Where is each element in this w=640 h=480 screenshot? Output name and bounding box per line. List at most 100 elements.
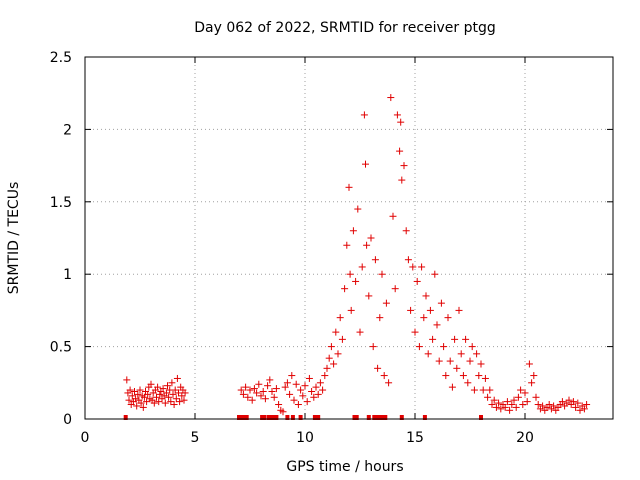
data-point <box>444 314 452 322</box>
data-point <box>583 401 591 409</box>
data-point <box>310 393 318 401</box>
data-point <box>523 398 531 406</box>
data-point <box>514 393 522 401</box>
data-point <box>397 118 405 126</box>
data-point <box>161 399 169 407</box>
data-point <box>155 398 163 406</box>
data-point <box>253 389 261 397</box>
data-point <box>519 401 527 409</box>
data-point <box>144 390 152 398</box>
data-point <box>347 306 355 314</box>
data-point <box>334 350 342 358</box>
data-point <box>303 398 311 406</box>
data-point <box>455 306 463 314</box>
data-point <box>338 335 346 343</box>
data-point <box>503 398 511 406</box>
y-axis-label: SRMTID / TECUs <box>6 182 22 295</box>
data-point <box>409 263 417 271</box>
data-point <box>164 382 171 390</box>
data-point <box>477 360 485 368</box>
data-point <box>431 270 439 278</box>
data-point <box>283 379 291 387</box>
data-point <box>244 393 252 401</box>
data-point <box>398 176 406 184</box>
data-point <box>250 385 258 393</box>
data-point <box>539 402 547 410</box>
data-point <box>580 405 588 413</box>
data-point <box>237 386 245 394</box>
y-tick-label: 2 <box>63 122 72 138</box>
data-point <box>290 396 298 404</box>
data-point <box>576 406 584 414</box>
data-point <box>488 401 496 409</box>
data-point <box>470 386 478 394</box>
data-point <box>159 385 167 393</box>
data-point <box>391 285 399 293</box>
data-point <box>319 386 327 394</box>
data-point <box>369 343 377 351</box>
data-point <box>246 386 254 394</box>
zero-marker <box>372 415 377 420</box>
data-point <box>459 372 467 380</box>
data-point <box>506 406 514 414</box>
chart-title: Day 062 of 2022, SRMTID for receiver ptg… <box>194 20 496 36</box>
data-point <box>389 212 397 220</box>
data-point <box>510 396 518 404</box>
zero-marker <box>352 415 357 420</box>
data-point <box>259 387 267 395</box>
data-point <box>294 401 302 409</box>
data-point <box>508 401 516 409</box>
zero-marker <box>270 415 274 420</box>
zero-marker <box>260 415 265 420</box>
data-point <box>270 393 278 401</box>
data-point <box>451 335 459 343</box>
data-point <box>281 383 289 391</box>
data-point <box>286 390 294 398</box>
data-point <box>448 383 456 391</box>
data-point <box>572 403 580 411</box>
data-point <box>125 396 133 404</box>
zero-marker <box>274 415 279 420</box>
zero-marker <box>312 415 317 420</box>
data-point <box>354 205 362 213</box>
zero-marker <box>381 415 386 420</box>
data-point <box>264 382 272 390</box>
data-point <box>442 372 450 380</box>
grid <box>85 57 613 419</box>
data-point <box>292 380 300 388</box>
zero-marker <box>290 415 295 420</box>
data-point <box>464 379 472 387</box>
data-point <box>261 395 269 403</box>
data-point <box>323 364 331 372</box>
data-point <box>153 393 160 401</box>
data-point <box>532 393 540 401</box>
data-point <box>424 350 432 358</box>
zero-marker <box>262 415 267 420</box>
data-point <box>481 374 489 382</box>
data-point <box>371 256 379 264</box>
data-point <box>137 399 145 407</box>
data-point <box>143 398 151 406</box>
zero-marker <box>316 415 321 420</box>
data-point <box>154 383 162 391</box>
data-point <box>332 328 340 336</box>
data-point <box>308 387 316 395</box>
data-point <box>402 227 410 235</box>
data-point <box>512 403 520 411</box>
data-point <box>486 386 494 394</box>
data-point <box>126 386 134 394</box>
y-tick-label: 1 <box>63 267 72 283</box>
data-point <box>363 241 371 249</box>
data-point <box>336 314 344 322</box>
data-point <box>360 111 368 119</box>
data-point <box>165 393 173 401</box>
data-point <box>242 383 250 391</box>
zero-marker <box>354 415 359 420</box>
zero-marker <box>479 415 483 420</box>
data-point <box>387 94 395 102</box>
data-point <box>400 162 408 170</box>
data-point <box>484 393 492 401</box>
data-point <box>495 399 503 407</box>
data-point <box>288 372 296 380</box>
data-point <box>301 382 309 390</box>
